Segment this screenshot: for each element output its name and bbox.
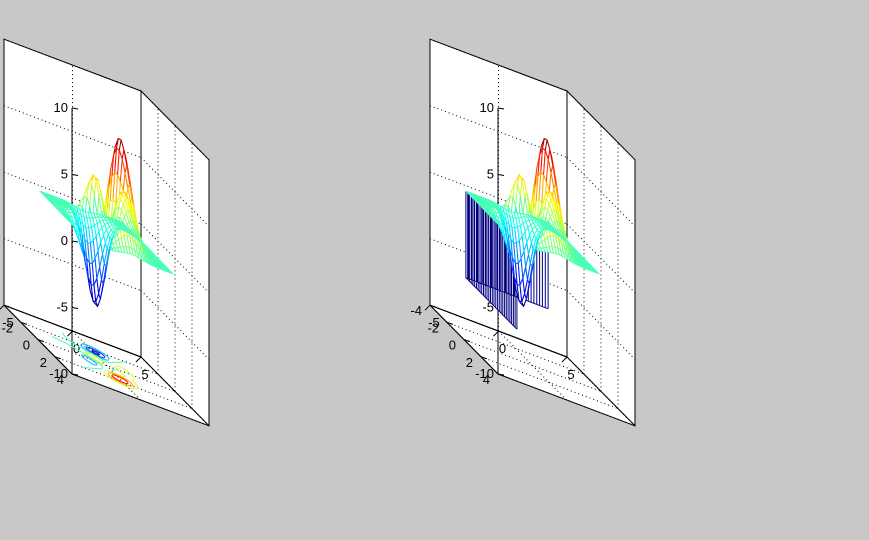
- y-tick-mark: [3, 304, 11, 308]
- surface-mesh: [39, 138, 174, 307]
- z-tick-label: 10: [480, 100, 494, 115]
- contour-lines: [51, 332, 139, 390]
- z-tick-label: -10: [475, 366, 494, 381]
- y-tick-mark: [480, 356, 488, 360]
- x-tick-label: 5: [141, 367, 148, 382]
- y-tick-label: -2: [1, 320, 13, 335]
- z-tick-label: -5: [482, 300, 494, 315]
- y-tick-mark: [20, 321, 28, 325]
- y-tick-label: 4: [57, 372, 64, 387]
- y-tick-mark: [429, 304, 437, 308]
- mesh-cell: [544, 220, 551, 225]
- x-tick-label: 5: [567, 367, 574, 382]
- z-tick-label: 5: [487, 167, 494, 182]
- y-tick-mark: [446, 321, 454, 325]
- x-tick-mark: [561, 356, 568, 363]
- contour-level: [80, 343, 110, 366]
- y-tick-label: 2: [466, 355, 473, 370]
- y-tick-label: -2: [427, 320, 439, 335]
- surface-mesh: [465, 138, 600, 307]
- y-tick-mark: [37, 339, 45, 343]
- z-tick-mark: [71, 240, 79, 243]
- y-tick-mark: [463, 339, 471, 343]
- z-tick-label: -10: [49, 366, 68, 381]
- x-tick-mark: [0, 304, 5, 310]
- mesh-cell: [118, 220, 125, 225]
- x-tick-mark: [424, 304, 431, 311]
- z-tick-mark: [71, 107, 79, 110]
- y-tick-label: 0: [449, 338, 456, 353]
- x-tick-mark: [493, 330, 499, 337]
- x-tick-label: -5: [428, 315, 440, 330]
- y-tick-label: 0: [23, 338, 30, 353]
- y-tick-label: 4: [483, 372, 490, 387]
- z-tick-label: 10: [54, 100, 68, 115]
- z-tick-mark: [497, 107, 505, 110]
- x-tick-mark: [135, 356, 142, 363]
- z-tick-mark: [497, 174, 505, 176]
- y-tick-label: 2: [40, 355, 47, 370]
- contour-level: [111, 374, 129, 384]
- y-tick-mark: [54, 356, 62, 360]
- contour-level: [51, 332, 128, 372]
- z-tick-label: 0: [61, 233, 68, 248]
- z-tick-label: 5: [61, 167, 68, 182]
- contour-level: [84, 351, 139, 390]
- y-tick-label: -4: [410, 303, 422, 318]
- z-tick-mark: [71, 307, 79, 309]
- z-tick-mark: [71, 174, 79, 176]
- contour-level: [85, 346, 106, 359]
- x-tick-mark: [67, 330, 73, 337]
- x-tick-label: 0: [499, 341, 506, 356]
- y-tick-mark: [71, 373, 79, 377]
- contour-level: [107, 372, 134, 387]
- x-tick-label: -5: [2, 315, 14, 330]
- grid-lines: [3, 38, 210, 427]
- y-tick-mark: [497, 373, 505, 377]
- contour-level: [91, 349, 101, 356]
- z-tick-label: -5: [56, 300, 68, 315]
